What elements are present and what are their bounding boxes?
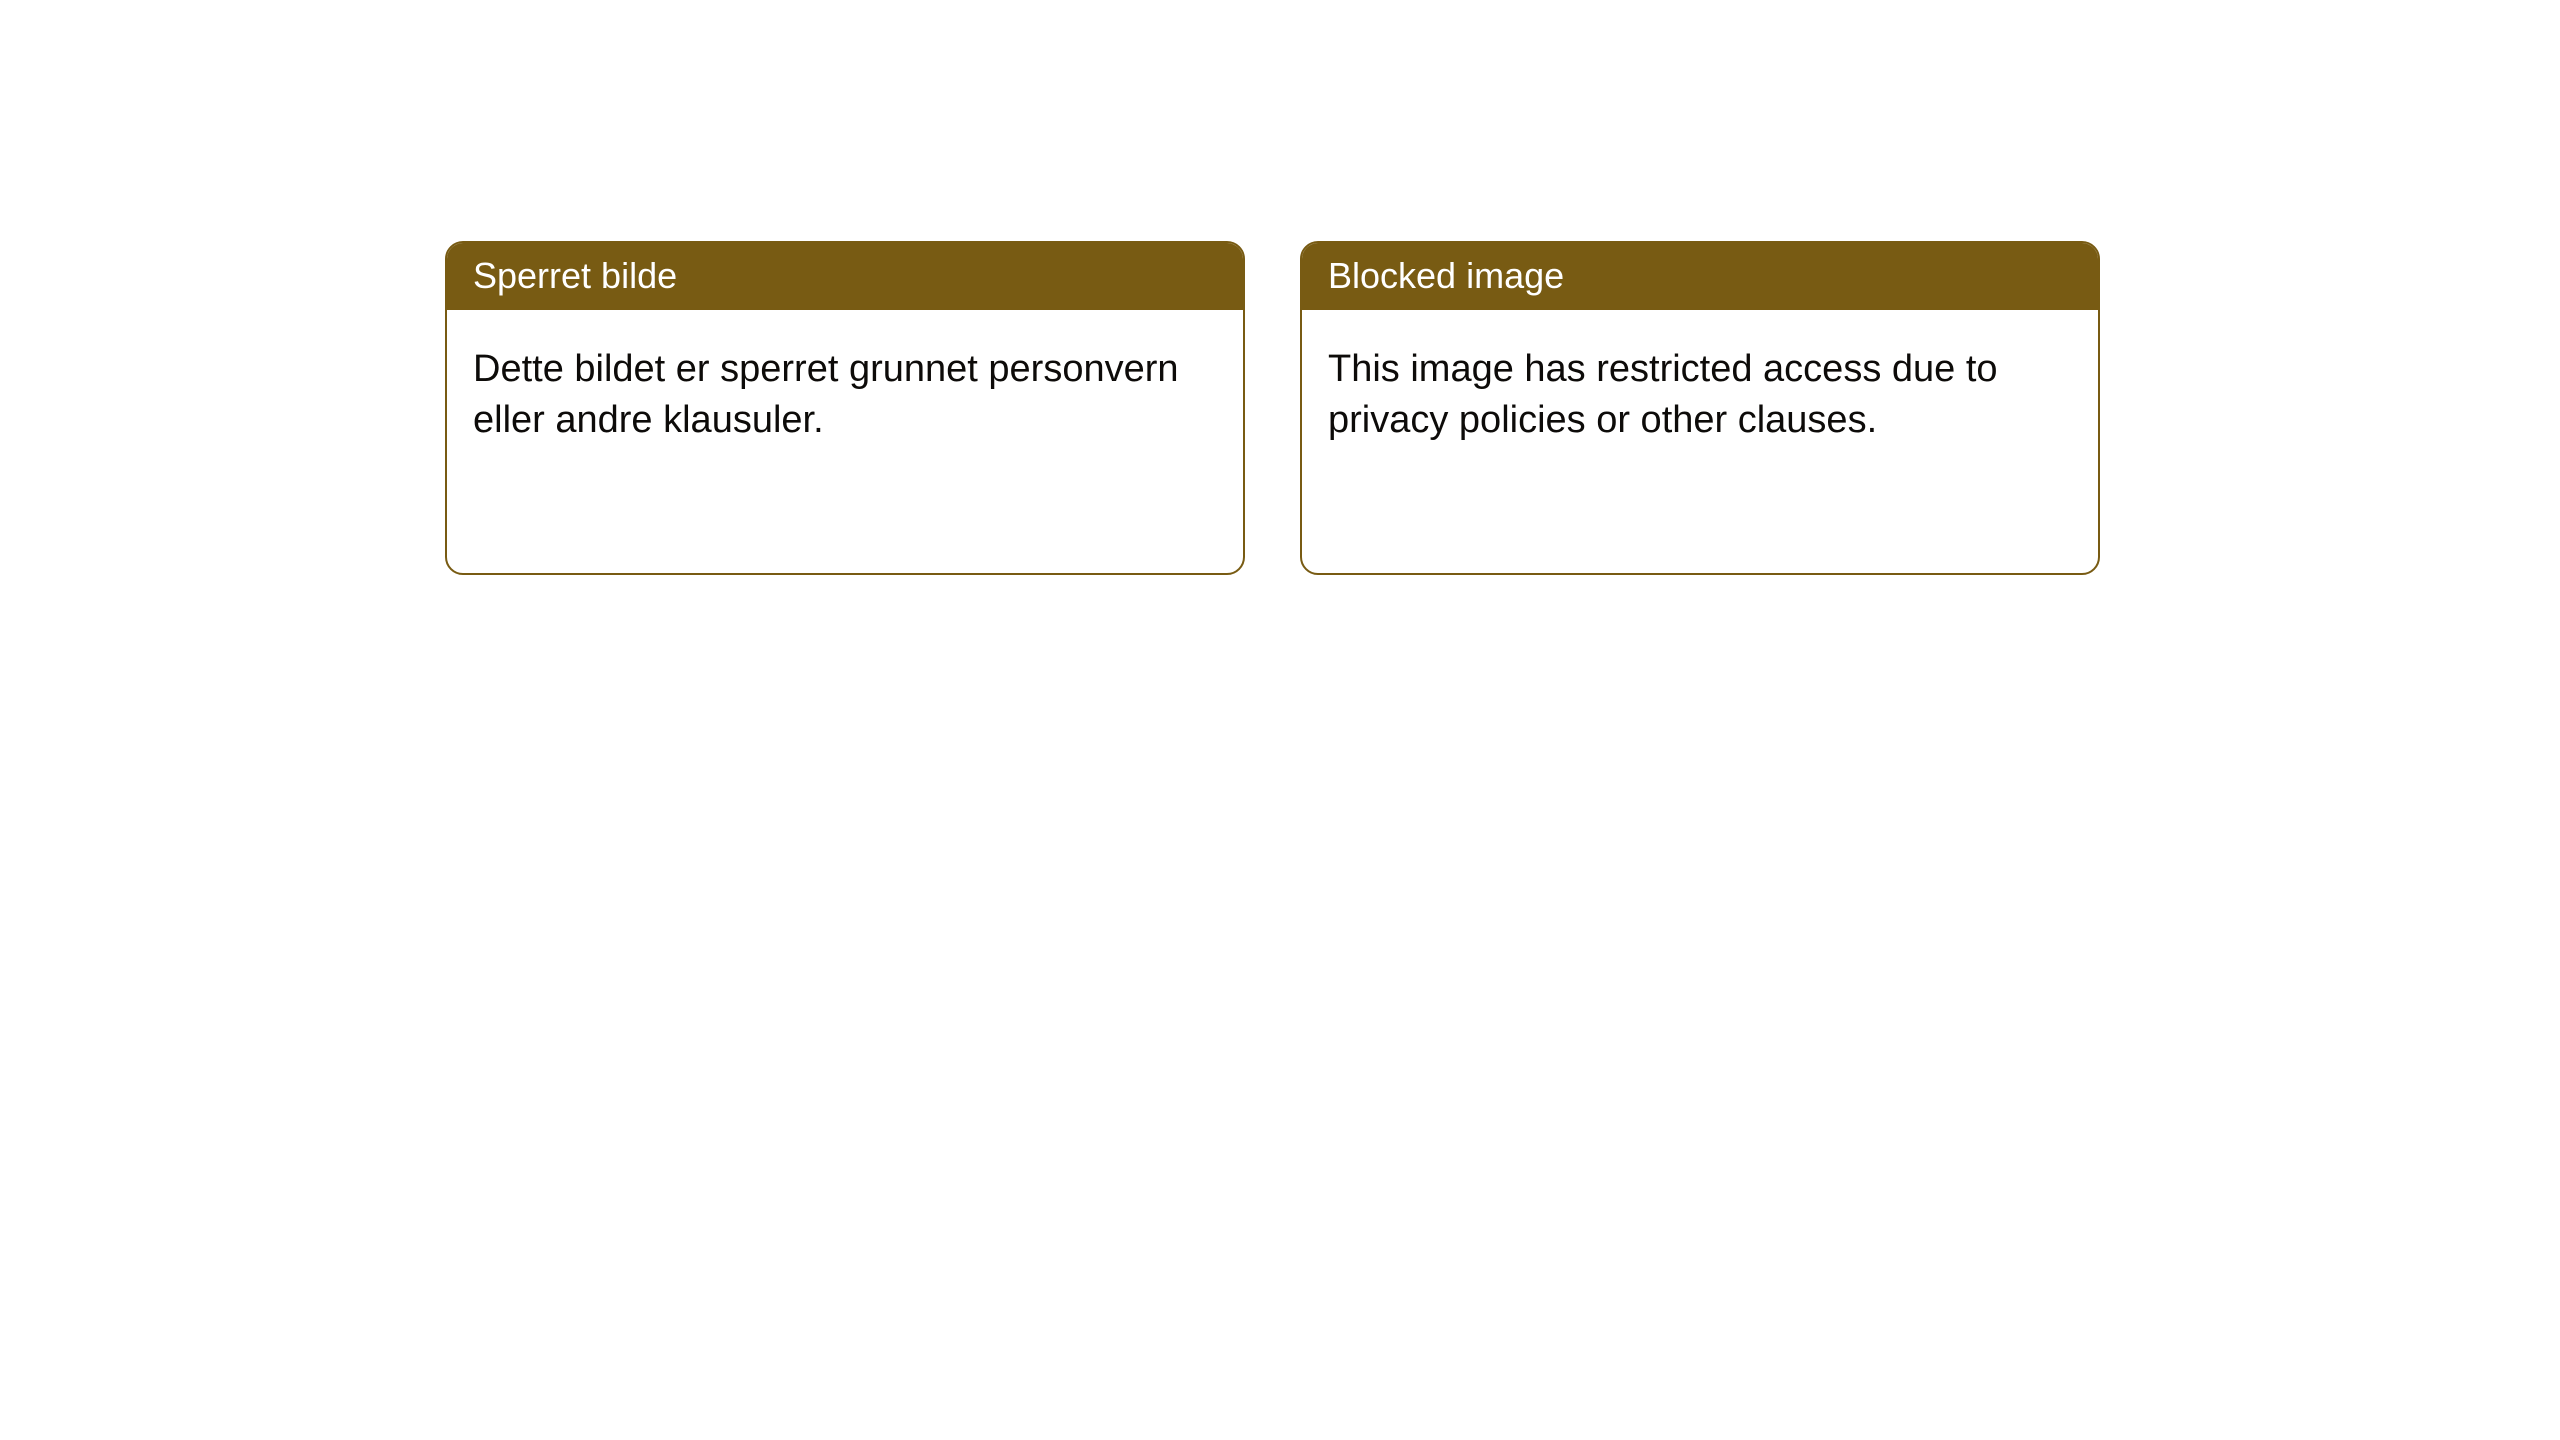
panel-header: Blocked image [1302,243,2098,310]
panel-body: This image has restricted access due to … [1302,310,2098,481]
panel-english: Blocked image This image has restricted … [1300,241,2100,575]
panel-norwegian: Sperret bilde Dette bildet er sperret gr… [445,241,1245,575]
panel-body: Dette bildet er sperret grunnet personve… [447,310,1243,481]
panel-title: Sperret bilde [473,255,677,296]
panels-container: Sperret bilde Dette bildet er sperret gr… [445,241,2100,575]
panel-header: Sperret bilde [447,243,1243,310]
panel-title: Blocked image [1328,255,1564,296]
panel-body-text: Dette bildet er sperret grunnet personve… [473,348,1179,441]
panel-body-text: This image has restricted access due to … [1328,348,1998,441]
